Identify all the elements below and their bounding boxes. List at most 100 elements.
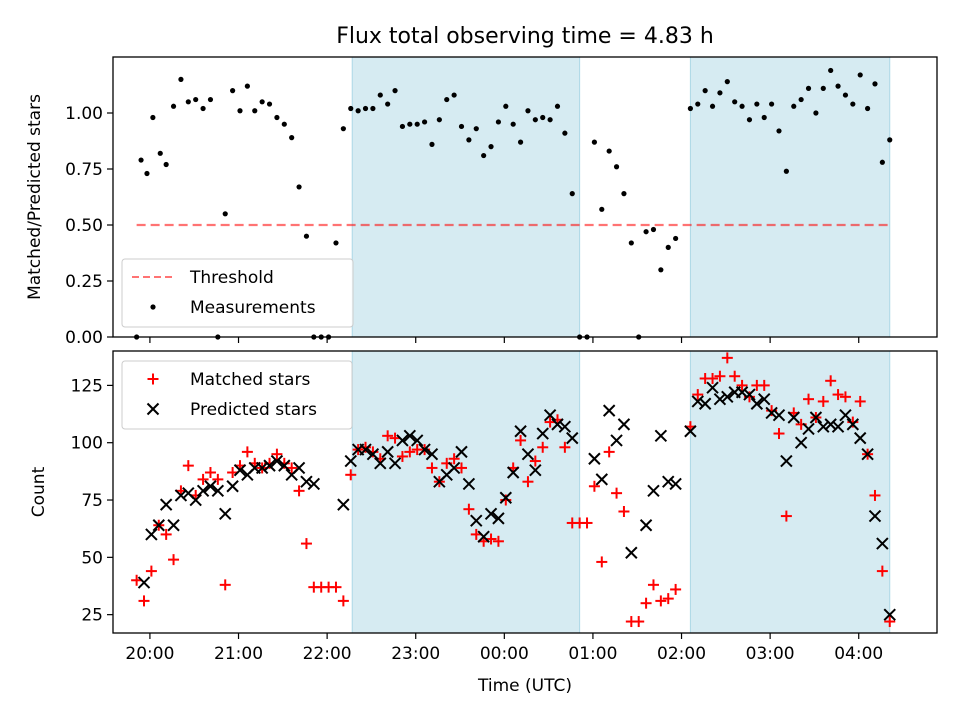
legend-predicted-label: Predicted stars xyxy=(190,400,317,420)
predicted-star-marker-b xyxy=(610,434,623,447)
matched-star-marker xyxy=(271,448,283,460)
predicted-star-marker xyxy=(794,436,808,449)
predicted-star-marker xyxy=(307,477,321,491)
predicted-star-marker xyxy=(226,480,239,493)
top-legend: Threshold Measurements xyxy=(121,258,354,328)
measurement-point xyxy=(488,144,494,150)
matched-star-marker xyxy=(603,446,615,458)
measurement-point xyxy=(370,105,376,112)
predicted-star-marker xyxy=(817,420,830,433)
measurement-point xyxy=(813,110,819,116)
matched-star-marker xyxy=(241,446,253,458)
predicted-star-marker-b xyxy=(543,408,557,422)
measurement-point xyxy=(222,211,228,217)
predicted-star-marker-b xyxy=(278,459,291,472)
bottom-x-ticks: 20:00 21:00 22:00 23:00 00:00 01:00 02:00 03:00… xyxy=(125,633,883,664)
predicted-star-marker xyxy=(344,454,357,468)
predicted-star-marker-b xyxy=(558,420,572,433)
predicted-star-marker-b xyxy=(831,420,845,433)
predicted-star-marker-b xyxy=(374,457,387,470)
predicted-star-marker xyxy=(780,454,793,468)
matched-star-marker xyxy=(633,616,645,628)
matched-star-marker xyxy=(736,379,748,391)
predicted-star-marker xyxy=(566,431,579,445)
predicted-star-marker xyxy=(263,459,276,472)
predicted-star-marker-b xyxy=(588,452,601,465)
predicted-star-marker xyxy=(698,397,712,410)
measurement-point xyxy=(230,88,236,94)
measurement-point xyxy=(532,117,538,123)
measurement-point xyxy=(244,83,250,89)
predicted-star-marker xyxy=(521,447,535,461)
measurement-point xyxy=(252,108,258,114)
predicted-star-marker xyxy=(174,489,188,502)
predicted-star-marker-b xyxy=(691,395,704,408)
measurement-point xyxy=(887,137,893,143)
predicted-star-marker xyxy=(617,418,631,431)
predicted-star-marker xyxy=(359,443,372,456)
matched-star-marker xyxy=(544,416,556,428)
predicted-star-marker-b xyxy=(506,466,520,479)
matched-star-marker xyxy=(337,595,349,607)
x-axis-label: Time (UTC) xyxy=(477,676,572,696)
measurement-point xyxy=(444,96,450,103)
predicted-star-marker-b xyxy=(639,519,653,532)
x-tick-label: 22:00 xyxy=(303,644,352,664)
matched-star-marker xyxy=(670,583,682,595)
measurement-point xyxy=(540,114,546,121)
measurement-point xyxy=(525,108,531,114)
predicted-star-marker xyxy=(514,425,527,438)
predicted-star-marker-b xyxy=(529,464,542,477)
predicted-star-marker xyxy=(270,454,284,468)
measurement-point xyxy=(591,139,598,145)
matched-star-marker xyxy=(389,432,401,444)
predicted-star-marker xyxy=(484,507,498,520)
legend-measurements-swatch xyxy=(150,304,156,310)
predicted-star-marker-b xyxy=(514,425,527,438)
predicted-star-marker xyxy=(410,434,424,447)
predicted-star-marker xyxy=(300,475,313,488)
matched-star-marker xyxy=(330,581,342,593)
predicted-star-marker xyxy=(639,519,653,532)
measurement-point xyxy=(185,99,191,105)
predicted-star-marker-b xyxy=(809,411,823,424)
measurement-point xyxy=(193,96,199,103)
shaded-interval-2 xyxy=(689,56,891,338)
measurement-point xyxy=(702,88,708,94)
predicted-star-marker-b xyxy=(743,388,756,401)
predicted-star-marker-b xyxy=(396,434,409,447)
matched-star-marker xyxy=(854,395,866,407)
predicted-star-marker-b xyxy=(255,461,269,475)
measurement-point xyxy=(340,126,346,132)
legend-x-b xyxy=(146,402,160,416)
measurement-point xyxy=(296,184,302,190)
predicted-star-marker-b xyxy=(219,507,232,520)
predicted-star-marker xyxy=(425,447,439,461)
legend-matched-swatch xyxy=(147,373,159,385)
matched-star-marker xyxy=(640,597,652,609)
measurement-point xyxy=(717,90,723,96)
matched-star-marker xyxy=(138,595,150,607)
matched-star-marker xyxy=(522,476,534,488)
measurement-point xyxy=(481,152,487,159)
matched-star-marker xyxy=(219,579,231,591)
predicted-star-marker-b xyxy=(359,443,372,456)
matched-star-marker xyxy=(492,535,504,547)
measurement-point xyxy=(144,170,150,177)
predicted-star-marker xyxy=(876,537,889,550)
measurement-point xyxy=(643,229,649,235)
predicted-star-marker xyxy=(824,418,837,431)
predicted-star-marker xyxy=(750,397,764,410)
top-axes-frame xyxy=(112,56,938,338)
predicted-star-marker-b xyxy=(196,484,210,498)
predicted-star-marker xyxy=(388,457,402,470)
predicted-star-marker-b xyxy=(300,475,313,488)
predicted-star-marker-b xyxy=(721,390,734,404)
x-tick-label: 20:00 xyxy=(125,644,174,664)
predicted-star-marker xyxy=(758,392,771,406)
measurement-point xyxy=(547,117,553,123)
predicted-star-marker xyxy=(403,429,417,443)
predicted-star-marker-b xyxy=(152,519,165,532)
predicted-star-marker xyxy=(167,519,180,532)
